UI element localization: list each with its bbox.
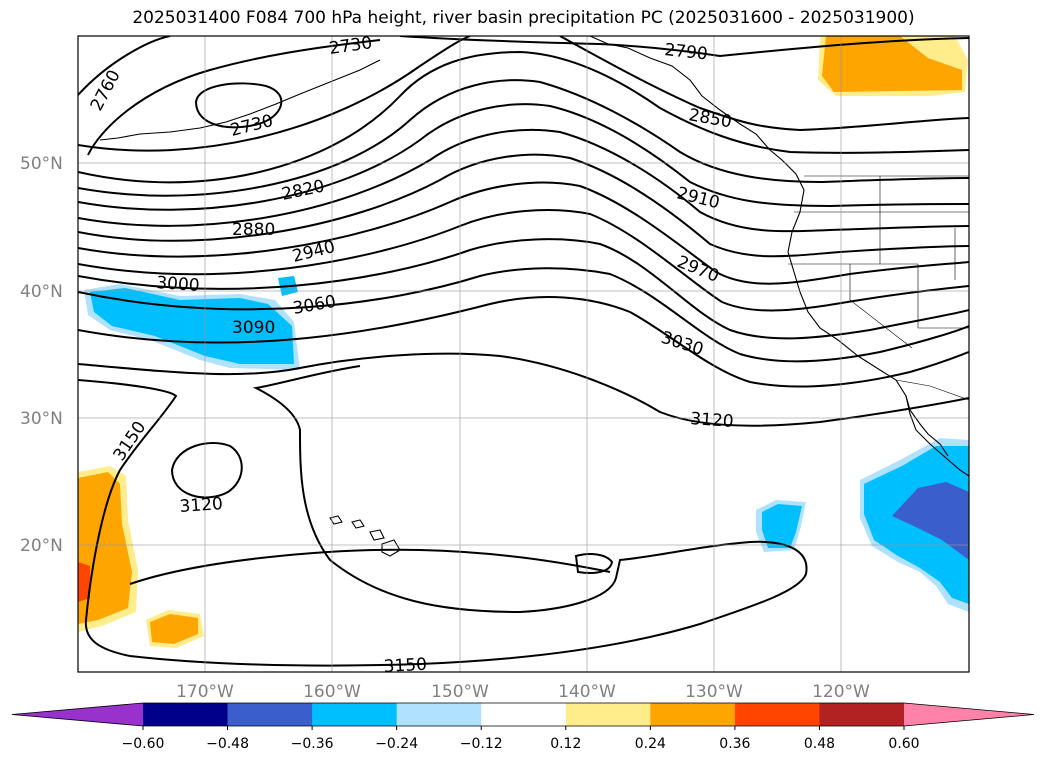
coastlines	[99, 36, 969, 557]
colorbar-tick-label: −0.36	[291, 736, 334, 752]
lat-tick-label: 50°N	[20, 154, 63, 174]
contour-2850	[78, 36, 969, 152]
colorbar-segment	[734, 703, 820, 726]
shade-west-orange	[78, 472, 132, 624]
shaded-regions	[78, 36, 969, 648]
border-ca-nv	[849, 264, 913, 349]
contour-3150	[78, 365, 808, 667]
contour-2790	[399, 36, 969, 58]
colorbar-segment	[565, 703, 651, 726]
shade-south-orange	[150, 614, 198, 644]
colorbar-segment	[819, 703, 905, 726]
contour-3030	[78, 238, 969, 340]
coast-baja	[905, 395, 949, 457]
contour-3150-lower	[129, 548, 611, 585]
lon-tick-labels: 170°W 160°W 150°W 140°W 130°W 120°W	[176, 682, 870, 702]
height-contours	[78, 36, 969, 667]
shade-ne-orange	[822, 36, 962, 92]
colorbar-tick-label: 0.12	[550, 736, 581, 752]
plot-frame	[77, 35, 970, 673]
lat-tick-label: 40°N	[20, 282, 63, 302]
lat-tick-label: 30°N	[20, 409, 63, 429]
contour-label: 2730	[328, 33, 374, 59]
contour-2820	[78, 50, 969, 184]
contour-2730-left	[87, 39, 381, 156]
gridlines	[78, 36, 969, 672]
contour-label: 3000	[156, 273, 201, 296]
contour-3120-main	[78, 352, 969, 427]
contour-label: 2880	[232, 220, 275, 240]
colorbar-segment	[143, 703, 229, 726]
colorbar-extend-high	[904, 703, 1034, 726]
contour-label: 3090	[232, 318, 275, 338]
contour-3150-closed-small	[574, 553, 614, 574]
colorbar-segment	[312, 703, 398, 726]
lon-tick-label: 160°W	[303, 682, 361, 702]
island-hawaii-1	[329, 515, 343, 525]
coast-alaska	[589, 36, 969, 477]
contour-label: 3150	[383, 655, 427, 677]
lon-tick-label: 120°W	[812, 682, 870, 702]
colorbar-segment	[650, 703, 736, 726]
contour-3000	[78, 209, 969, 312]
lon-tick-label: 150°W	[431, 682, 489, 702]
shade-npac-cyan	[90, 288, 294, 364]
contour-3120-closed	[170, 442, 243, 499]
colorbar-extend-low	[12, 703, 143, 726]
contour-2730-closed	[194, 82, 283, 129]
shade-west-red	[78, 562, 90, 602]
border-nevada	[917, 264, 969, 329]
contour-2880	[78, 79, 969, 197]
colorbar-tick-label: −0.60	[122, 736, 165, 752]
contour-label: 3120	[179, 494, 224, 517]
contour-2910	[78, 103, 969, 211]
island-hawaii-2	[351, 519, 365, 529]
contour-2940	[78, 128, 969, 233]
contour-2760	[78, 36, 171, 96]
colorbar-tick-label: 0.60	[888, 736, 919, 752]
contour-2970a	[78, 153, 969, 258]
colorbar-segment	[227, 703, 313, 726]
contour-label: 2790	[663, 40, 708, 64]
colorbar-tick-label: 0.48	[804, 736, 835, 752]
contour-3090	[78, 296, 969, 388]
colorbar-tick-label: 0.36	[719, 736, 750, 752]
borders	[788, 175, 969, 401]
colorbar-tick-label: −0.24	[375, 736, 418, 752]
contour-3060	[78, 267, 969, 363]
colorbar-tick-label: 0.24	[635, 736, 666, 752]
lon-tick-label: 140°W	[558, 682, 616, 702]
map-title: 2025031400 F084 700 hPa height, river ba…	[132, 8, 915, 28]
border-us-mexico	[895, 379, 969, 401]
shade-se-blue	[892, 482, 969, 560]
lat-tick-label: 20°N	[20, 536, 63, 556]
colorbar-segment	[396, 703, 482, 726]
shade-mid-cyan	[762, 504, 802, 548]
lon-tick-label: 130°W	[685, 682, 743, 702]
colorbar-tick-label: −0.48	[206, 736, 249, 752]
lat-tick-labels: 50°N 40°N 30°N 20°N	[20, 154, 63, 556]
colorbar: −0.60 −0.48 −0.36 −0.24 −0.12 0.12 0.24 0.36 0.4…	[11, 702, 1035, 752]
coast-aleutians	[99, 59, 381, 141]
contour-2970	[78, 181, 969, 285]
island-hawaii-3	[369, 529, 385, 541]
colorbar-tick-label: −0.12	[460, 736, 503, 752]
contour-label: 3120	[690, 409, 735, 432]
lon-tick-label: 170°W	[176, 682, 234, 702]
colorbar-segment	[481, 703, 567, 726]
